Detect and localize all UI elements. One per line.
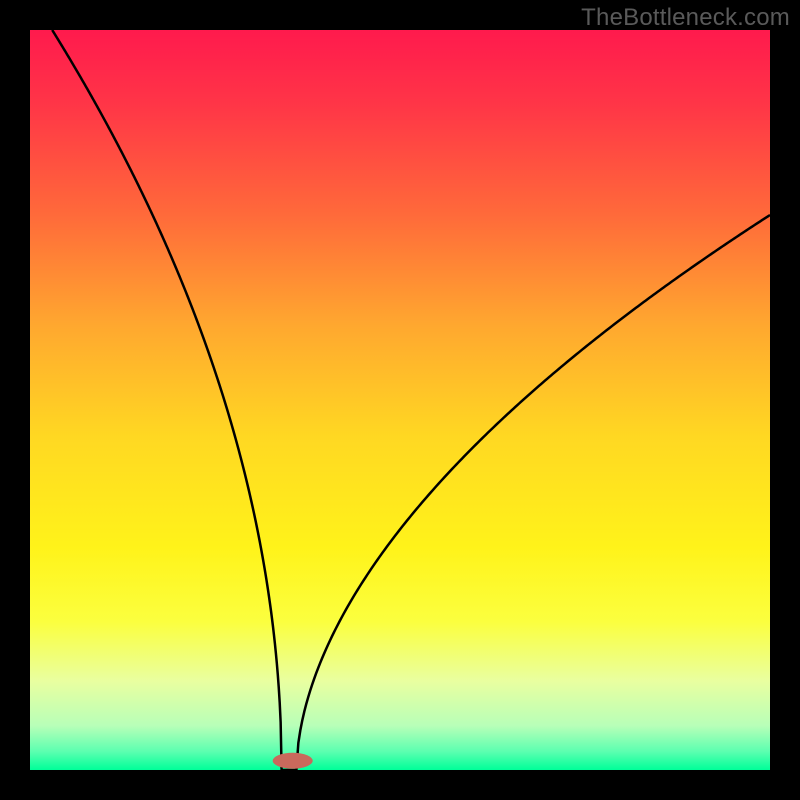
chart-container: TheBottleneck.com [0, 0, 800, 800]
bottleneck-chart [0, 0, 800, 800]
dip-marker [273, 753, 313, 769]
watermark-text: TheBottleneck.com [581, 4, 790, 32]
plot-area [30, 30, 770, 770]
